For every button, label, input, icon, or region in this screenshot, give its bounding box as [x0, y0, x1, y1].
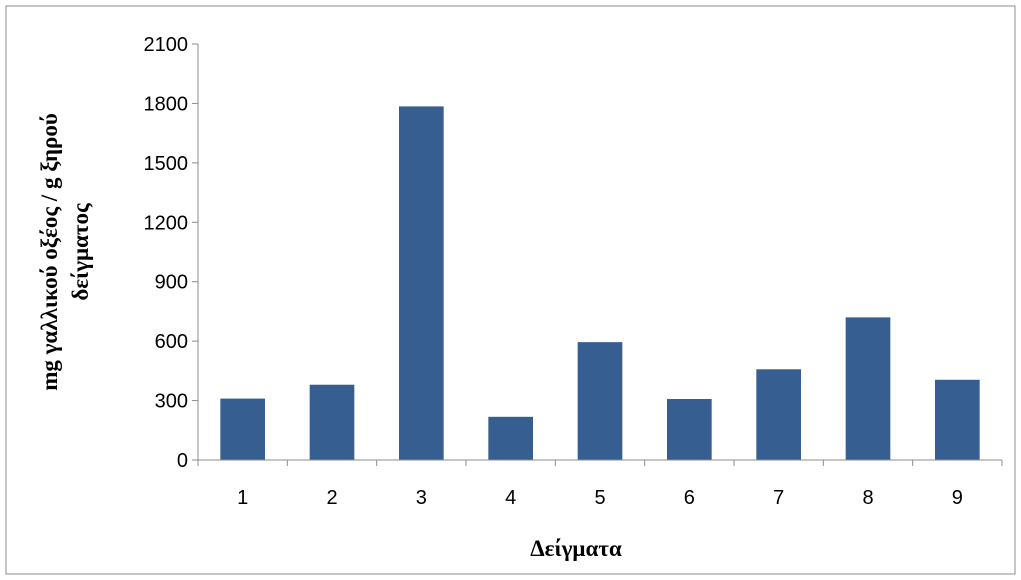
bar-8: [845, 317, 891, 460]
chart-border: [5, 5, 1016, 575]
y-tick-label-1: 300: [155, 391, 188, 413]
bar-1: [220, 398, 265, 460]
y-tick-label-7: 2100: [144, 34, 189, 56]
bar-4: [488, 416, 533, 460]
y-tick-label-6: 1800: [144, 93, 189, 115]
x-tick-label-9: 9: [952, 487, 963, 509]
y-tick-label-0: 0: [177, 450, 188, 472]
bar-7: [756, 369, 801, 460]
bar-3: [399, 106, 444, 461]
x-tick-label-6: 6: [684, 487, 695, 509]
axes-group: [197, 44, 1002, 461]
y-axis-title-line1: mg γαλλικού οξέος / g ξηρού: [37, 113, 62, 391]
x-ticks-group: 1 2 3 4 5 6 7 8 9: [197, 460, 1003, 509]
x-tick-label-8: 8: [862, 487, 873, 509]
y-tick-label-2: 600: [155, 331, 188, 353]
bar-2: [309, 384, 355, 460]
y-tick-label-5: 1500: [144, 153, 189, 175]
y-tick-label-4: 1200: [144, 212, 189, 234]
x-tick-label-4: 4: [505, 487, 516, 509]
y-axis-title-line2: δείγματος: [68, 203, 93, 301]
y-tick-label-3: 900: [155, 272, 188, 294]
bar-5: [577, 342, 623, 460]
bars-group: [220, 106, 980, 461]
y-ticks-group: 0 300 600 900 1200 1500 1800 2100: [144, 34, 198, 472]
x-tick-label-5: 5: [594, 487, 605, 509]
x-tick-label-7: 7: [773, 487, 784, 509]
x-tick-label-2: 2: [326, 487, 337, 509]
x-tick-label-3: 3: [416, 487, 427, 509]
x-tick-label-1: 1: [237, 487, 248, 509]
x-axis-title: Δείγματα: [530, 536, 622, 561]
bar-6: [667, 398, 712, 460]
bar-9: [935, 379, 980, 460]
